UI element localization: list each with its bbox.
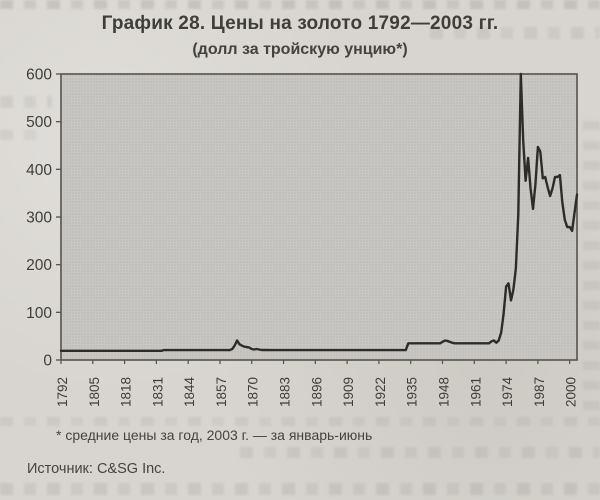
x-axis-label: 2000: [564, 377, 579, 407]
x-axis-label: 1974: [500, 376, 515, 407]
gold-price-series-line: [59, 72, 579, 352]
x-axis-label: 1896: [309, 377, 324, 407]
y-axis-label: 0: [43, 353, 52, 370]
y-axis-label: 100: [26, 305, 52, 322]
x-axis-label: 1818: [119, 377, 134, 407]
x-axis-label: 1831: [150, 377, 165, 407]
x-axis-label: 1909: [341, 377, 356, 407]
chart-source: Источник: C&SG Inc.: [27, 461, 166, 477]
x-axis-label: 1961: [468, 377, 483, 407]
x-axis-label: 1857: [214, 377, 229, 407]
y-axis-label: 600: [26, 67, 52, 84]
x-axis-label: 1987: [532, 377, 547, 407]
chart-title: График 28. Цены на золото 1792—2003 гг.: [101, 13, 499, 34]
plot-area: [61, 74, 577, 360]
y-axis-label: 400: [26, 162, 52, 179]
x-axis-label: 1922: [373, 377, 388, 407]
x-axis-label: 1844: [182, 376, 197, 407]
x-axis-label: 1805: [87, 377, 102, 407]
x-axis-label: 1948: [436, 377, 451, 407]
y-axis-label: 200: [26, 257, 52, 274]
x-axis-label: 1870: [246, 377, 261, 407]
chart-footnote: * средние цены за год, 2003 г. — за янва…: [56, 427, 373, 443]
y-axis-label: 300: [26, 210, 52, 227]
chart-subtitle: (долл за тройскую унцию*): [192, 41, 408, 58]
y-axis-label: 500: [26, 114, 52, 131]
x-axis-label: 1935: [405, 377, 420, 407]
x-axis-label: 1883: [278, 377, 293, 407]
x-axis-label: 1792: [55, 377, 70, 407]
